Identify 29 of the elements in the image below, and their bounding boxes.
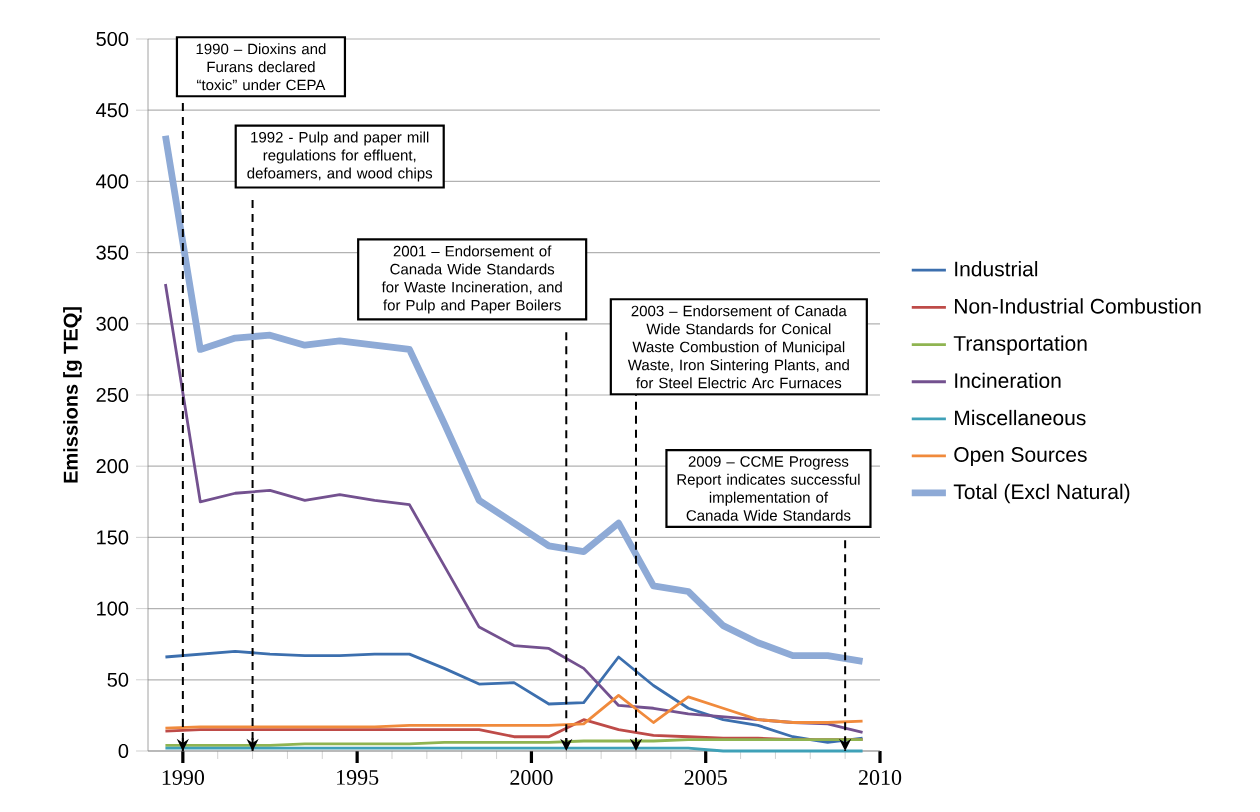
ref-line-label: 2003 – Endorsement of Canada Wide Standards for Conical Waste Combustion of Municipal Waste, Iron Sintering Plants, and for Steel Electric Arc Furnaces: [627, 305, 849, 389]
legend-label: Non-Industrial Combustion: [955, 298, 1201, 314]
y-tick-label: 500: [96, 31, 129, 47]
y-tick-label: 150: [97, 530, 129, 545]
y-tick-label: 350: [96, 245, 129, 260]
y-tick-label: 0: [118, 743, 129, 759]
legend-label: Open Sources: [954, 447, 1087, 467]
y-tick-label: 250: [96, 387, 129, 403]
y-tick-label: 100: [97, 601, 129, 616]
legend-label: Total (Excl Natural): [953, 483, 1130, 504]
ref-line-label: 1992 - Pulp and paper mill regulations for effluent, defoamers, and wood chips: [247, 131, 433, 182]
x-tick-label: 2010: [858, 770, 902, 785]
legend-label: Transportation: [953, 335, 1087, 355]
x-tick-label: 1995: [337, 770, 379, 785]
legend-label: Miscellaneous: [955, 409, 1086, 426]
y-tick-label: 450: [96, 103, 129, 118]
x-tick-label: 2000: [510, 770, 553, 785]
ref-line-label: 1990 – Dioxins and Furans declared “toxic” under CEPA: [196, 43, 326, 91]
x-tick-label: 1990: [162, 770, 205, 785]
y-axis-title: Emissions [g TEQ]: [63, 307, 82, 483]
y-tick-label: 300: [96, 316, 129, 331]
ref-line-label: 2001 – Endorsement of Canada Wide Standards for Waste Incineration, and for Pulp and Paper Boilers: [381, 245, 562, 314]
y-tick-label: 400: [96, 174, 129, 189]
x-tick-label: 2005: [684, 770, 727, 785]
legend-label: Industrial: [955, 261, 1038, 277]
legend-label: Incineration: [955, 372, 1061, 389]
y-tick-label: 50: [107, 672, 129, 687]
y-tick-label: 200: [96, 459, 129, 474]
ref-line-label: 2009 – CCME Progress Report indicates successful implementation of Canada Wide Standards: [677, 456, 860, 521]
